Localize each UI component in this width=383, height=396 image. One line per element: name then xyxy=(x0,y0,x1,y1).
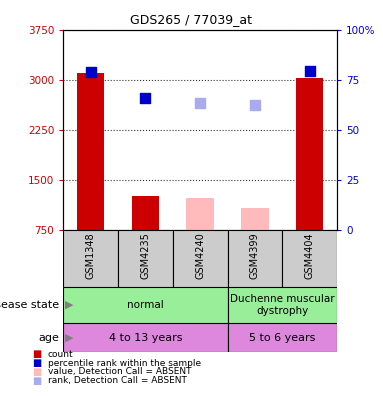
Bar xyxy=(173,230,228,287)
Text: GSM4240: GSM4240 xyxy=(195,232,205,279)
Text: ■: ■ xyxy=(33,358,42,368)
Text: 4 to 13 years: 4 to 13 years xyxy=(109,333,182,343)
Bar xyxy=(282,230,337,287)
Text: count: count xyxy=(48,350,74,359)
Bar xyxy=(118,230,173,287)
Bar xyxy=(63,323,228,352)
Text: value, Detection Call = ABSENT: value, Detection Call = ABSENT xyxy=(48,367,192,376)
Text: GSM4235: GSM4235 xyxy=(140,232,151,280)
Bar xyxy=(228,287,337,323)
Bar xyxy=(296,78,323,230)
Text: ■: ■ xyxy=(33,349,42,360)
Bar xyxy=(241,208,268,230)
Text: ■: ■ xyxy=(33,367,42,377)
Point xyxy=(252,102,258,108)
Text: ■: ■ xyxy=(33,375,42,386)
Bar xyxy=(228,230,282,287)
Point xyxy=(87,69,93,75)
Bar xyxy=(132,196,159,230)
Text: GSM4399: GSM4399 xyxy=(250,232,260,279)
Text: 5 to 6 years: 5 to 6 years xyxy=(249,333,316,343)
Text: Duchenne muscular
dystrophy: Duchenne muscular dystrophy xyxy=(230,294,335,316)
Bar xyxy=(77,73,104,230)
Bar xyxy=(187,198,214,230)
Point xyxy=(197,100,203,106)
Text: disease state: disease state xyxy=(0,300,59,310)
Text: normal: normal xyxy=(127,300,164,310)
Text: age: age xyxy=(38,333,59,343)
Bar xyxy=(63,230,118,287)
Bar xyxy=(63,287,228,323)
Text: GDS265 / 77039_at: GDS265 / 77039_at xyxy=(131,13,252,26)
Point xyxy=(307,68,313,74)
Text: GSM1348: GSM1348 xyxy=(85,232,96,279)
Bar xyxy=(228,323,337,352)
Text: ▶: ▶ xyxy=(65,300,74,310)
Text: GSM4404: GSM4404 xyxy=(304,232,315,279)
Text: ▶: ▶ xyxy=(65,333,74,343)
Point xyxy=(142,95,149,101)
Text: rank, Detection Call = ABSENT: rank, Detection Call = ABSENT xyxy=(48,376,187,385)
Text: percentile rank within the sample: percentile rank within the sample xyxy=(48,359,201,367)
